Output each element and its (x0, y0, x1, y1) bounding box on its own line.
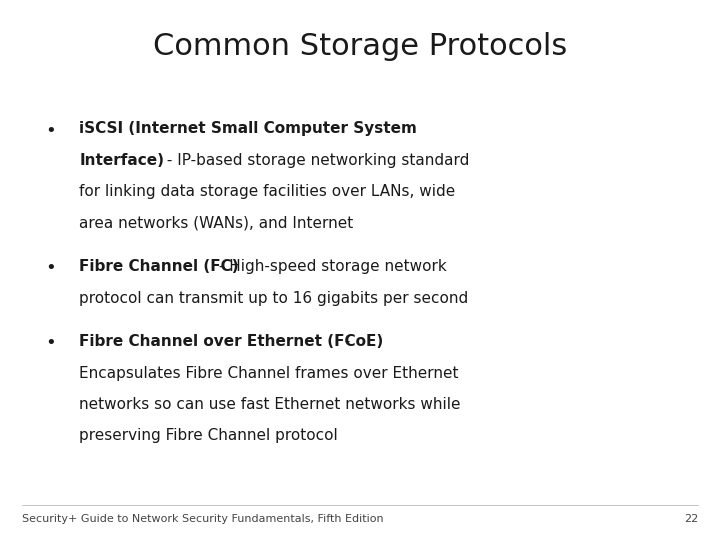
Text: •: • (45, 259, 55, 278)
Text: preserving Fibre Channel protocol: preserving Fibre Channel protocol (79, 428, 338, 443)
Text: Common Storage Protocols: Common Storage Protocols (153, 32, 567, 62)
Text: 22: 22 (684, 515, 698, 524)
Text: - High-speed storage network: - High-speed storage network (214, 259, 446, 274)
Text: Interface): Interface) (79, 153, 164, 168)
Text: Fibre Channel over Ethernet (FCoE): Fibre Channel over Ethernet (FCoE) (79, 334, 384, 349)
Text: protocol can transmit up to 16 gigabits per second: protocol can transmit up to 16 gigabits … (79, 291, 469, 306)
Text: - IP-based storage networking standard: - IP-based storage networking standard (162, 153, 469, 168)
Text: iSCSI (Internet Small Computer System: iSCSI (Internet Small Computer System (79, 122, 417, 137)
Text: area networks (WANs), and Internet: area networks (WANs), and Internet (79, 215, 354, 231)
Text: Fibre Channel (FC): Fibre Channel (FC) (79, 259, 239, 274)
Text: -: - (340, 334, 350, 349)
Text: •: • (45, 122, 55, 139)
Text: networks so can use fast Ethernet networks while: networks so can use fast Ethernet networ… (79, 397, 461, 412)
Text: Security+ Guide to Network Security Fundamentals, Fifth Edition: Security+ Guide to Network Security Fund… (22, 515, 383, 524)
Text: •: • (45, 334, 55, 353)
Text: Encapsulates Fibre Channel frames over Ethernet: Encapsulates Fibre Channel frames over E… (79, 366, 459, 381)
Text: for linking data storage facilities over LANs, wide: for linking data storage facilities over… (79, 184, 456, 199)
